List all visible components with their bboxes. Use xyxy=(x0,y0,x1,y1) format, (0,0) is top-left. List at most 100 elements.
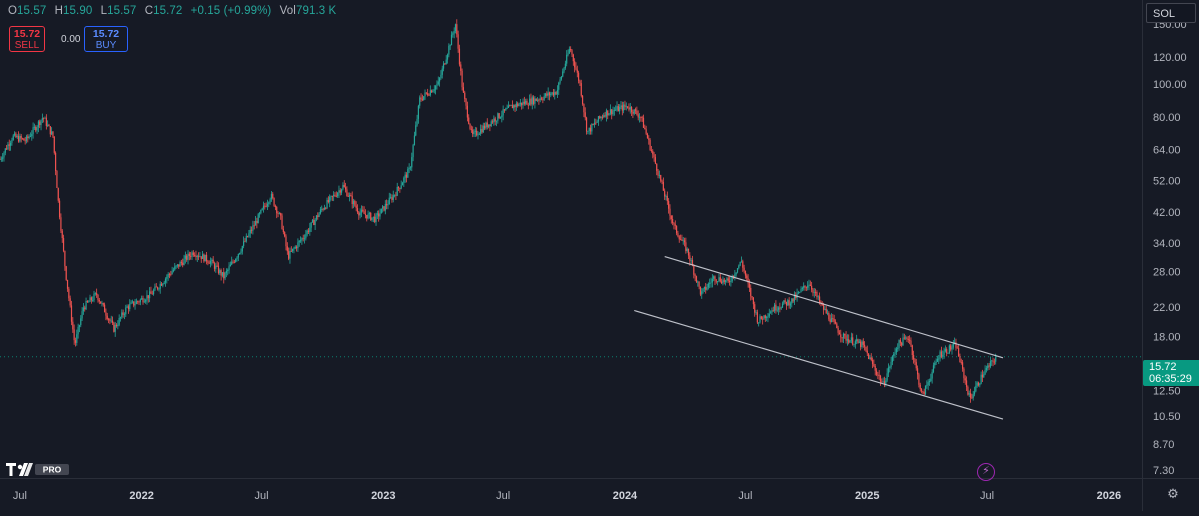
price-tick-label: 22.00 xyxy=(1153,302,1181,314)
candle-body xyxy=(797,292,800,294)
candle-body xyxy=(309,227,311,232)
candle-body xyxy=(31,134,33,137)
candle-body xyxy=(616,106,618,110)
candle-body xyxy=(356,208,359,213)
candle-body xyxy=(950,345,952,350)
candle-body xyxy=(869,357,871,360)
candle-body xyxy=(763,315,765,320)
flash-icon[interactable]: ⚡ xyxy=(977,463,995,481)
candle-body xyxy=(552,92,555,96)
change-value: +0.15 (+0.99%) xyxy=(190,5,272,17)
candle-body xyxy=(195,255,197,258)
candle-body xyxy=(619,107,621,112)
low-key: L xyxy=(100,5,108,17)
candle-body xyxy=(391,197,393,200)
candle-body xyxy=(445,59,447,65)
candle-body xyxy=(805,286,807,288)
candle-body xyxy=(482,125,484,133)
candle-body xyxy=(621,105,623,111)
candle-body xyxy=(630,107,633,112)
sell-button[interactable]: 15.72 SELL xyxy=(9,26,45,52)
time-tick-label: Jul xyxy=(738,490,752,502)
candle-body xyxy=(448,45,450,55)
candle-body xyxy=(347,196,349,197)
candle-body xyxy=(890,361,892,368)
candle-body xyxy=(584,112,586,118)
candle-body xyxy=(901,342,903,346)
candle-body xyxy=(170,274,172,275)
candle-body xyxy=(515,103,517,108)
candle-body xyxy=(421,99,423,101)
candle-body xyxy=(972,394,974,398)
candle-body xyxy=(216,265,218,267)
candle-body xyxy=(306,230,308,235)
candle-body xyxy=(371,217,373,221)
candle-body xyxy=(764,315,766,318)
candle-body xyxy=(754,304,756,313)
price-axis[interactable]: 150.00120.00100.0080.0064.0052.0042.0034… xyxy=(1153,19,1187,477)
candle-body xyxy=(266,203,269,207)
candle-body xyxy=(465,98,467,106)
candle-body xyxy=(932,365,935,372)
candle-body xyxy=(853,344,855,346)
candle-body xyxy=(559,79,561,83)
gear-icon[interactable]: ⚙ xyxy=(1167,486,1179,501)
candle-body xyxy=(617,106,619,112)
candle-body xyxy=(325,207,327,209)
candle-body xyxy=(490,121,492,126)
candle-body xyxy=(220,270,222,276)
candle-body xyxy=(444,63,446,65)
candle-body xyxy=(74,340,77,343)
candle-body xyxy=(530,98,532,105)
candle-body xyxy=(652,150,654,155)
candle-body xyxy=(341,189,343,193)
candle-body xyxy=(576,69,578,73)
candle-body xyxy=(489,124,491,126)
candle-body xyxy=(564,63,566,69)
candle-body xyxy=(547,92,549,96)
candle-body xyxy=(613,110,615,111)
trend-channel[interactable] xyxy=(634,256,1004,420)
candle-body xyxy=(518,104,520,107)
candle-body xyxy=(487,124,490,128)
candle-body xyxy=(403,177,405,183)
candle-body xyxy=(636,110,638,115)
candle-body xyxy=(735,272,737,275)
buy-button[interactable]: 15.72 BUY xyxy=(84,26,128,52)
candle-body xyxy=(37,121,39,128)
candles xyxy=(0,19,997,403)
candle-body xyxy=(944,349,946,352)
candle-body xyxy=(89,297,91,302)
candle-body xyxy=(401,182,404,186)
symbol-search-box[interactable]: SOL xyxy=(1146,3,1196,23)
candle-body xyxy=(776,309,778,311)
candle-body xyxy=(190,256,192,257)
candle-body xyxy=(845,335,847,341)
close-key: C xyxy=(144,5,154,17)
candle-body xyxy=(350,195,352,197)
candle-body xyxy=(319,209,322,214)
candle-body xyxy=(672,219,674,223)
candle-body xyxy=(685,242,687,252)
candle-body xyxy=(960,362,962,363)
candle-body xyxy=(875,370,878,375)
candle-body xyxy=(981,374,984,378)
candle-body xyxy=(927,382,929,386)
time-axis[interactable]: Jul 2022 Jul 2023 Jul 2024 Jul 2025 Jul 2026 xyxy=(13,490,1121,502)
candle-body xyxy=(159,283,161,289)
last-price: 15.72 xyxy=(1149,361,1177,373)
candle-body xyxy=(139,299,141,303)
candle-body xyxy=(887,367,890,374)
candle-body xyxy=(611,109,613,115)
candle-body xyxy=(17,135,20,142)
tradingview-logo-icon[interactable]: PRO xyxy=(4,459,70,481)
candle-body xyxy=(374,216,376,223)
candle-body xyxy=(841,337,843,339)
candle-body xyxy=(396,186,398,196)
candle-body xyxy=(72,321,74,330)
candle-body xyxy=(979,383,981,386)
candle-body xyxy=(829,319,831,323)
candle-body xyxy=(205,254,208,262)
